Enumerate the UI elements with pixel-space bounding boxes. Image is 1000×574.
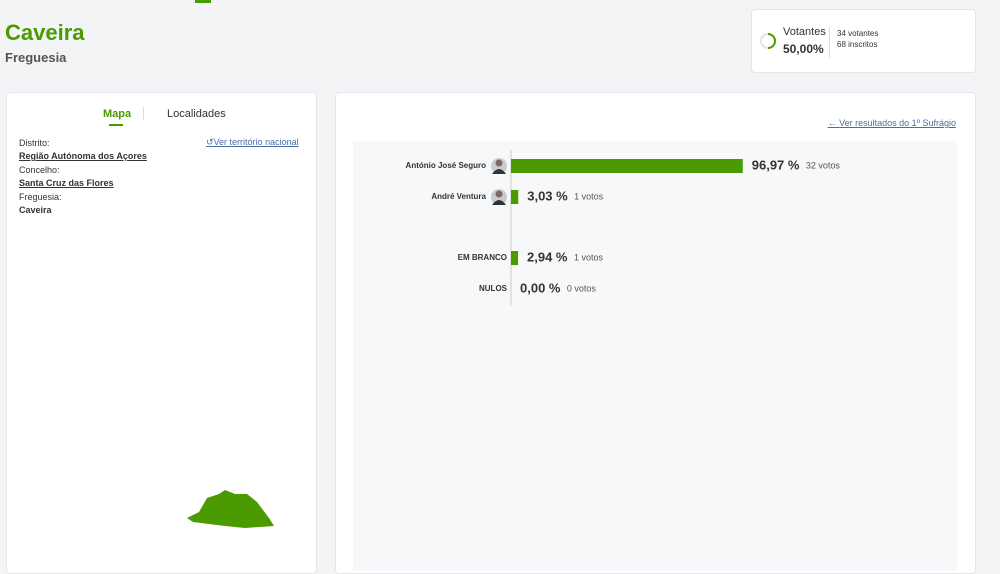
- tab-underline: [109, 124, 123, 126]
- ring-value: [767, 33, 776, 49]
- results-text: Ver resultados do 1º Sufrágio: [839, 118, 956, 128]
- turnout-value: 50,00%: [783, 42, 824, 56]
- divider: [143, 107, 144, 120]
- subtitle: Freguesia: [5, 50, 67, 65]
- title: Caveira: [5, 20, 85, 45]
- page: Caveira Freguesia Votantes 50,00% 34 vot…: [5, 0, 976, 574]
- field-value: Caveira: [19, 205, 52, 215]
- icon: ↺: [206, 137, 214, 147]
- field-label: Freguesia:: [19, 192, 62, 202]
- field-label: Concelho:: [19, 165, 60, 175]
- turnout-label: Votantes: [783, 26, 826, 38]
- map-shape[interactable]: [187, 490, 274, 528]
- tab[interactable]: Mapa: [103, 108, 132, 120]
- divider: [829, 26, 830, 58]
- sidebar: Mapa Localidades ↺Ver território naciona…: [6, 92, 317, 574]
- field-link[interactable]: Região Autónoma dos Açores: [19, 151, 147, 161]
- registered: 68 inscritos: [837, 40, 878, 49]
- reset-link[interactable]: ↺Ver território nacional: [206, 137, 299, 148]
- map: [187, 490, 274, 528]
- turnout-ring: [760, 33, 776, 49]
- chart-area: [353, 141, 957, 571]
- turnout-card: Votantes 50,00% 34 votantes 68 inscritos: [751, 9, 976, 73]
- results-link[interactable]: ← Ver resultados do 1º Sufrágio: [828, 118, 956, 128]
- reset-text: Ver território nacional: [213, 137, 299, 147]
- results-panel: ← Ver resultados do 1º Sufrágio: [335, 92, 976, 574]
- field-link[interactable]: Santa Cruz das Flores: [19, 178, 114, 188]
- tab-indicator: [195, 0, 211, 3]
- voters: 34 votantes: [837, 29, 879, 38]
- field-label: Distrito:: [19, 138, 50, 148]
- icon: ←: [827, 118, 840, 128]
- tab[interactable]: Localidades: [167, 108, 226, 120]
